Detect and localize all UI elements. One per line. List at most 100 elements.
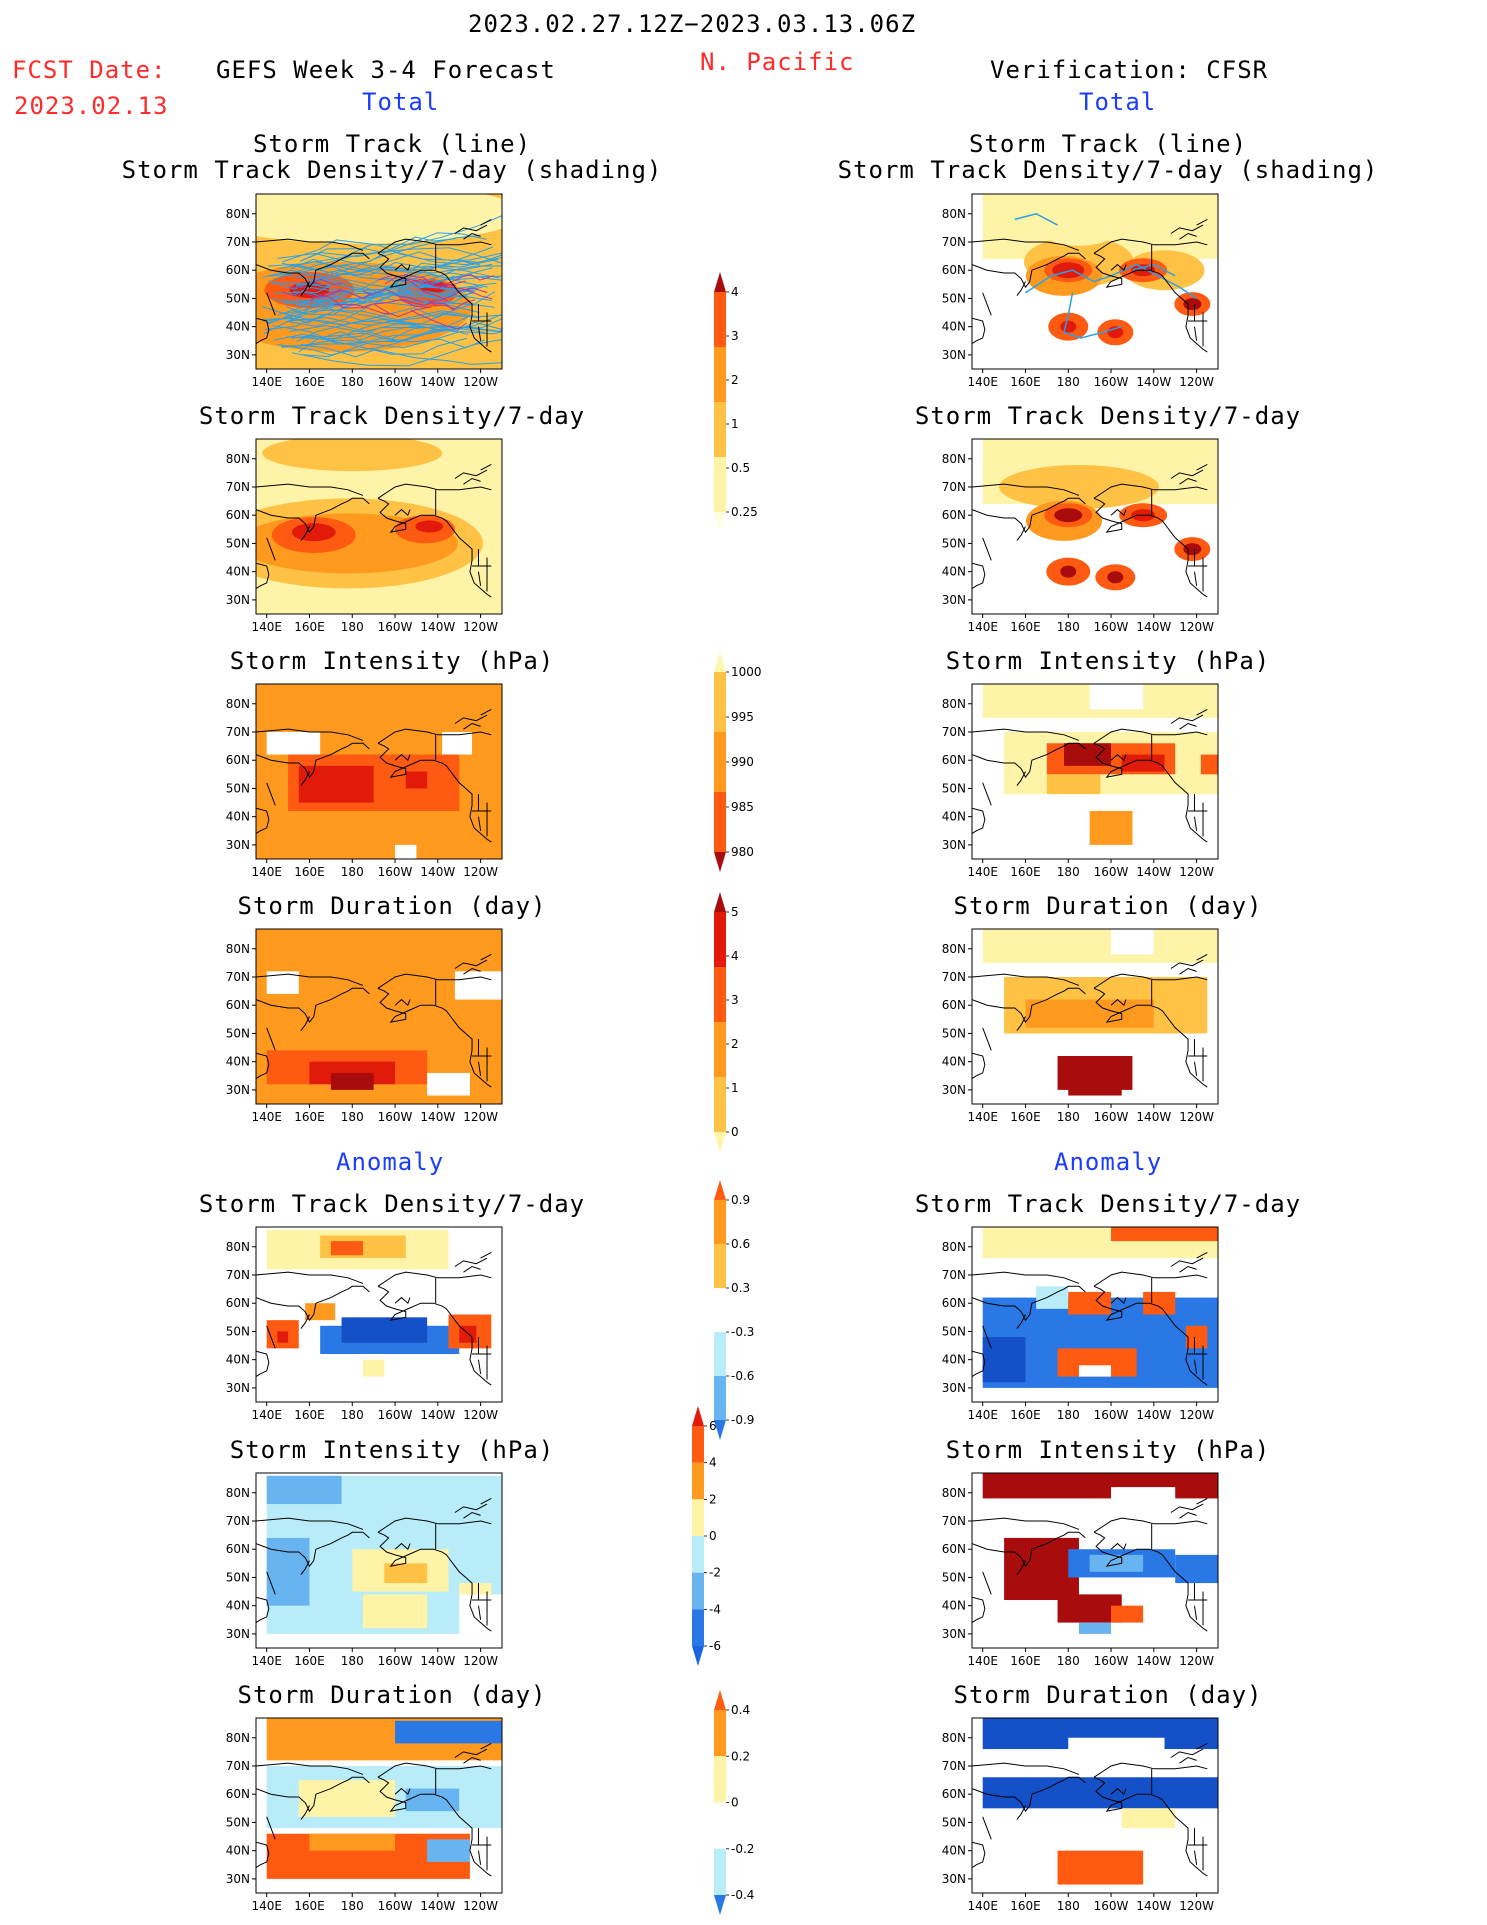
colorbar-segment [714,402,726,457]
lon-tick-label: 160E [294,1654,325,1666]
map-verification-duration: 80N 70N 60N 50N 40N 30N 140E 160E 180 160W 140W 120… [942,928,1219,1122]
right-anom-duration-title: Storm Duration (day) [953,1681,1263,1709]
map-verification-anom-intensity: 80N 70N 60N 50N 40N 30N 140E 160E 180 160W 140W 120… [942,1472,1219,1666]
lat-tick-label: 50N [942,536,966,550]
lon-tick-label: 160W [1094,375,1129,387]
colorbar-label: 980 [731,845,754,859]
lon-tick-label: 140W [1136,1654,1171,1666]
coastline [972,463,1208,598]
colorbar-segment [714,792,726,852]
left-track-title-2: Storm Track Density/7-day (shading) [121,156,663,184]
lat-tick-label: 70N [226,970,250,984]
lon-tick-label: 140E [251,1110,282,1122]
lon-tick-label: 160W [1094,1110,1129,1122]
lat-tick-label: 80N [942,1486,966,1500]
colorbar-segment [714,1077,726,1132]
lat-tick-label: 40N [226,320,250,334]
lon-tick-label: 160W [378,1899,413,1911]
left-anom-intensity-title: Storm Intensity (hPa) [229,1436,555,1464]
lon-tick-label: 160E [1010,1408,1041,1420]
map-forecast-anom-intensity: 80N 70N 60N 50N 40N 30N 140E 160E 180 160W 140W 120… [226,1472,503,1666]
lat-tick-label: 40N [226,565,250,579]
lat-tick-label: 60N [942,1787,966,1801]
lat-tick-label: 80N [226,1731,250,1745]
colorbar-segment [714,672,726,732]
fcst-date-label: FCST Date: [12,56,167,84]
lat-tick-label: 70N [226,1759,250,1773]
lon-tick-label: 120W [1179,1654,1214,1666]
colorbar-cap [714,1420,726,1440]
map-verification-density: 80N 70N 60N 50N 40N 30N 140E 160E 180 160W 140W 120… [942,438,1219,632]
lon-tick-label: 140W [1136,1110,1171,1122]
lat-tick-label: 70N [226,1514,250,1528]
colorbar-label: 0 [709,1529,717,1543]
colorbar-label: 4 [731,949,739,963]
lat-tick-label: 80N [226,697,250,711]
lon-tick-label: 140E [967,1408,998,1420]
colorbar-label: 0.4 [731,1703,750,1717]
left-total-label: Total [362,88,440,116]
lat-tick-label: 40N [942,1599,966,1613]
colorbar-anom-duration: 0.4 0.2 0 -0.2 -0.4 [714,1690,754,1915]
lon-tick-label: 140W [1136,620,1171,632]
colorbar-segment [714,1848,726,1895]
lat-tick-label: 80N [942,942,966,956]
lat-tick-label: 40N [226,810,250,824]
lat-tick-label: 30N [226,593,250,607]
lat-tick-label: 30N [942,1872,966,1886]
left-duration-title: Storm Duration (day) [237,892,547,920]
colorbar-label: 0.6 [731,1237,750,1251]
lon-tick-label: 140W [1136,1899,1171,1911]
lat-tick-label: 70N [942,970,966,984]
lat-tick-label: 60N [226,263,250,277]
colorbar-segment [692,1609,704,1646]
colorbar-segment [714,1200,726,1244]
lat-tick-label: 40N [942,565,966,579]
colorbar-label: 2 [709,1492,717,1506]
lon-tick-label: 160W [378,1110,413,1122]
map-shading [266,1475,502,1634]
lon-tick-label: 180 [1057,1654,1080,1666]
lon-tick-label: 160W [378,865,413,877]
lat-tick-label: 70N [942,1268,966,1282]
colorbar-segment [714,347,726,402]
colorbar-label: -2 [709,1566,721,1580]
right-total-label: Total [1079,88,1157,116]
lon-tick-label: 120W [1179,375,1214,387]
lon-tick-label: 140E [251,865,282,877]
lon-tick-label: 180 [341,375,364,387]
map-shading [256,194,502,369]
lon-tick-label: 180 [1057,1899,1080,1911]
lat-tick-label: 70N [226,1268,250,1282]
coastline [256,953,492,1088]
lon-tick-label: 140E [967,1654,998,1666]
coastline [256,463,492,598]
lat-tick-label: 30N [942,1083,966,1097]
colorbar-anom-density: 0.9 0.6 0.3 -0.3 -0.6 -0.9 [714,1180,754,1440]
left-title: GEFS Week 3-4 Forecast [216,56,556,84]
lat-tick-label: 50N [226,1324,250,1338]
map-forecast-anom-density: 80N 70N 60N 50N 40N 30N 140E 160E 180 160W 140W 120… [226,1226,503,1420]
lat-tick-label: 50N [226,781,250,795]
colorbar-label: 0.9 [731,1193,750,1207]
lat-tick-label: 30N [942,593,966,607]
map-verification-storm-track: 80N 70N 60N 50N 40N 30N 140E 160E 180 160W 140W 120… [942,193,1219,387]
lat-tick-label: 60N [942,998,966,1012]
colorbar-cap [714,1690,726,1710]
lon-tick-label: 180 [341,1110,364,1122]
lon-tick-label: 140E [251,1654,282,1666]
lat-tick-label: 60N [226,1787,250,1801]
lat-tick-label: 30N [226,1083,250,1097]
left-anomaly-label: Anomaly [336,1148,445,1176]
map-forecast-intensity: 80N 70N 60N 50N 40N 30N 140E 160E 180 160W 140W 120… [226,683,503,877]
lon-tick-label: 160E [294,620,325,632]
coastline [256,1742,492,1877]
lon-tick-label: 140E [251,375,282,387]
right-track-title-1: Storm Track (line) [968,130,1248,158]
colorbar-label: 3 [731,329,739,343]
colorbar-segment [714,1288,726,1332]
lat-tick-label: 50N [942,781,966,795]
lon-tick-label: 140W [1136,1408,1171,1420]
lon-tick-label: 160W [1094,620,1129,632]
lon-tick-label: 180 [1057,1408,1080,1420]
